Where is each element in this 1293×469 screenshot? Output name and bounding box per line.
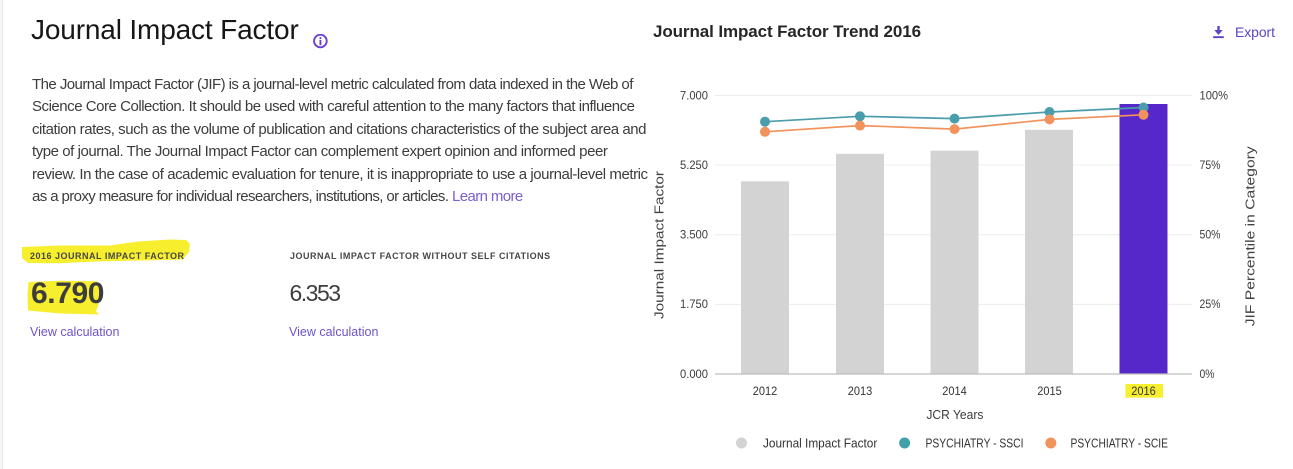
svg-text:2015: 2015	[1037, 386, 1062, 398]
svg-text:JIF Percentile in Category: JIF Percentile in Category	[1243, 146, 1258, 327]
svg-text:1.750: 1.750	[680, 299, 708, 311]
svg-text:50%: 50%	[1200, 230, 1221, 242]
svg-text:5.250: 5.250	[680, 160, 708, 172]
svg-text:PSYCHIATRY - SCIE: PSYCHIATRY - SCIE	[1071, 437, 1169, 451]
svg-text:7.000: 7.000	[680, 90, 708, 102]
svg-text:2014: 2014	[942, 386, 967, 398]
svg-text:25%: 25%	[1200, 299, 1221, 311]
svg-text:Journal Impact Factor: Journal Impact Factor	[763, 437, 877, 451]
svg-text:PSYCHIATRY - SSCI: PSYCHIATRY - SSCI	[926, 437, 1024, 451]
svg-text:0%: 0%	[1200, 369, 1215, 381]
svg-text:75%: 75%	[1200, 160, 1221, 172]
svg-text:Journal Impact Factor: Journal Impact Factor	[652, 170, 667, 319]
svg-text:2016: 2016	[1131, 386, 1156, 398]
svg-text:3.500: 3.500	[680, 230, 708, 242]
svg-text:JCR Years: JCR Years	[926, 407, 983, 422]
svg-text:2013: 2013	[848, 386, 873, 398]
svg-text:100%: 100%	[1200, 90, 1229, 102]
svg-text:2012: 2012	[753, 386, 778, 398]
svg-text:0.000: 0.000	[680, 369, 708, 381]
